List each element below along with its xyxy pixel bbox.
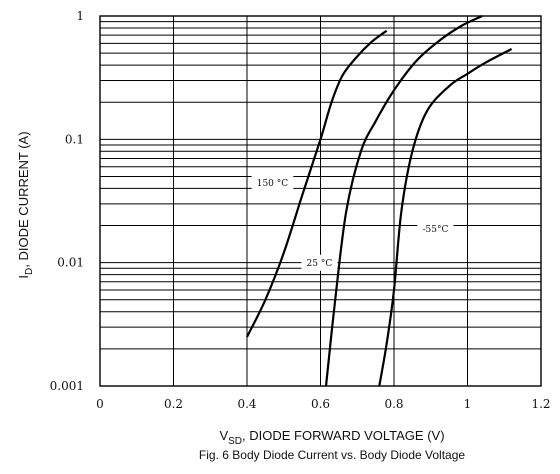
y-axis-title-main: I bbox=[16, 275, 31, 279]
x-tick-label: 0.6 bbox=[311, 397, 330, 411]
curve-label-bg bbox=[251, 174, 294, 191]
y-tick-labels: 1 0.1 0.01 0.001 bbox=[50, 9, 84, 393]
plot-frame bbox=[99, 15, 542, 387]
y-axis-title: ID, DIODE CURRENT (A) bbox=[16, 131, 35, 278]
x-tick-labels: 0 0.2 0.4 0.6 0.8 1 1.2 bbox=[96, 397, 550, 411]
curve-label: 150 °C bbox=[257, 179, 289, 189]
y-tick-label: 0.01 bbox=[57, 256, 84, 270]
curve-label-bg bbox=[417, 220, 454, 237]
figure-caption: Fig. 6 Body Diode Current vs. Body Diode… bbox=[199, 448, 465, 462]
series-line bbox=[324, 15, 483, 387]
series-line bbox=[246, 29, 388, 338]
x-axis-title-rest: , DIODE FORWARD VOLTAGE (V) bbox=[242, 428, 444, 443]
curve-label: -55°C bbox=[423, 225, 449, 235]
x-tick-label: 0 bbox=[96, 397, 104, 411]
x-tick-label: 0.2 bbox=[164, 397, 183, 411]
y-tick-label: 1 bbox=[76, 9, 84, 23]
x-tick-label: 0.8 bbox=[384, 397, 403, 411]
x-tick-label: 1.2 bbox=[531, 397, 550, 411]
x-axis-title-main: V bbox=[219, 428, 228, 443]
y-tick-label: 0.001 bbox=[50, 379, 84, 393]
curves bbox=[246, 15, 513, 387]
y-axis-title-sub: D bbox=[24, 268, 35, 275]
curve-labels: 150 °C 25 °C -55°C bbox=[251, 174, 454, 271]
y-tick-label: 0.1 bbox=[65, 132, 84, 146]
x-axis-title-sub: SD bbox=[228, 436, 242, 447]
grid bbox=[99, 16, 542, 387]
y-axis-title-rest: , DIODE CURRENT (A) bbox=[16, 131, 31, 267]
x-axis-title: VSD, DIODE FORWARD VOLTAGE (V) bbox=[219, 428, 444, 447]
curve-label: 25 °C bbox=[307, 259, 333, 269]
series-line bbox=[378, 48, 513, 387]
x-tick-label: 0.4 bbox=[237, 397, 256, 411]
x-tick-label: 1 bbox=[464, 397, 472, 411]
curve-label-bg bbox=[301, 254, 338, 271]
